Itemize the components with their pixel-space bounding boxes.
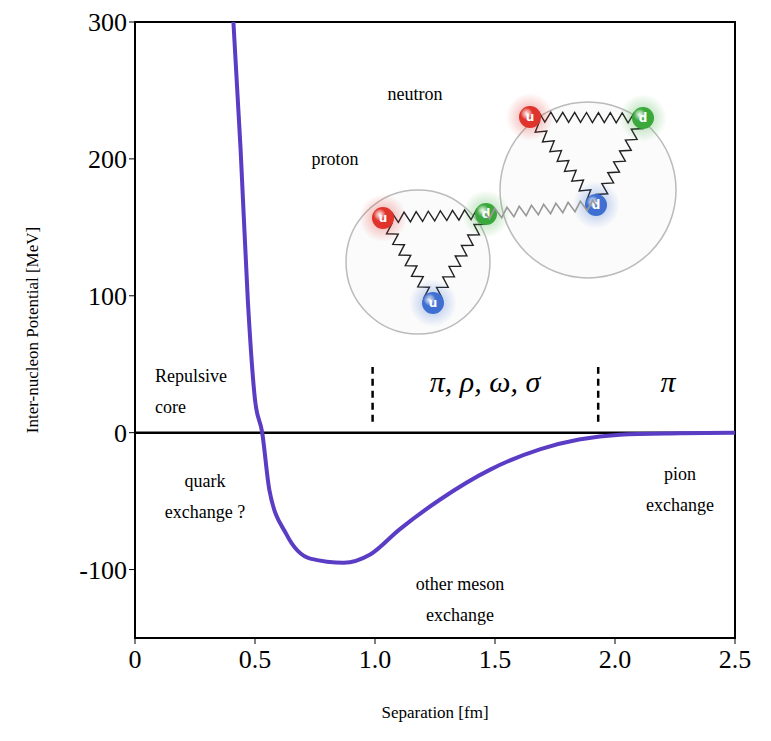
svg-text:d: d [482, 207, 491, 221]
svg-text:Repulsivecore: Repulsivecore [155, 366, 227, 417]
svg-text:200: 200 [88, 145, 127, 174]
svg-text:π: π [660, 365, 676, 398]
svg-text:0: 0 [129, 645, 142, 674]
svg-text:d: d [639, 111, 648, 125]
svg-text:other mesonexchange: other mesonexchange [416, 574, 504, 625]
svg-text:d: d [592, 198, 601, 212]
svg-text:u: u [379, 211, 388, 225]
svg-text:0.5: 0.5 [239, 645, 272, 674]
svg-text:1.0: 1.0 [359, 645, 392, 674]
svg-text:quarkexchange ?: quarkexchange ? [165, 471, 245, 522]
svg-text:300: 300 [88, 8, 127, 37]
svg-text:1.5: 1.5 [479, 645, 512, 674]
svg-text:u: u [526, 110, 535, 124]
svg-text:proton: proton [312, 149, 359, 169]
svg-text:0: 0 [114, 419, 127, 448]
svg-text:π, ρ, ω, σ: π, ρ, ω, σ [430, 365, 542, 398]
svg-text:-100: -100 [79, 556, 127, 585]
svg-text:u: u [429, 296, 438, 310]
svg-text:pionexchange: pionexchange [646, 464, 714, 515]
svg-text:2.5: 2.5 [719, 645, 752, 674]
svg-text:2.0: 2.0 [599, 645, 632, 674]
svg-text:100: 100 [88, 282, 127, 311]
svg-text:Inter-nucleon Potential [MeV]: Inter-nucleon Potential [MeV] [23, 227, 42, 433]
svg-text:neutron: neutron [388, 84, 443, 104]
svg-text:Separation [fm]: Separation [fm] [381, 703, 488, 722]
